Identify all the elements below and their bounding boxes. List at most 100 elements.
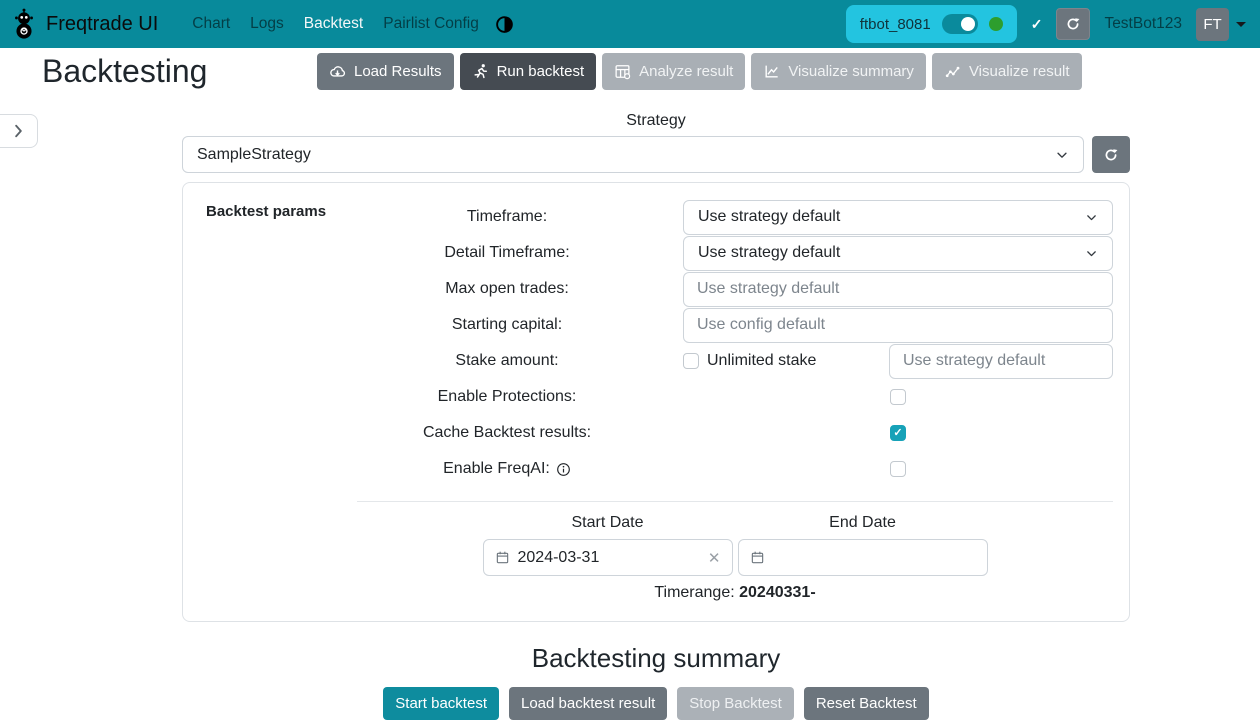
end-date-input[interactable]: [737, 539, 988, 576]
run-icon: [472, 63, 489, 80]
page-title: Backtesting: [42, 53, 208, 89]
run-backtest-label: Run backtest: [496, 63, 585, 80]
backtest-params-title: Backtest params: [206, 203, 327, 220]
table-analyze-icon: [614, 63, 631, 80]
summary-title: Backtesting summary: [531, 643, 781, 673]
detail-timeframe-value: Use strategy default: [698, 244, 841, 261]
chart-scatter-icon: [944, 63, 961, 80]
analyze-result-button: Analyze result: [602, 53, 746, 90]
nav-link-logs[interactable]: Logs: [250, 15, 284, 32]
connection-ok-icon: ✓: [1030, 15, 1043, 32]
visualize-summary-label: Visualize summary: [788, 63, 914, 80]
max-open-trades-label: Max open trades:: [445, 280, 569, 297]
sidebar-expand-button[interactable]: [0, 114, 38, 148]
bot-name: ftbot_8081: [859, 15, 931, 33]
visualize-result-label: Visualize result: [968, 63, 1070, 80]
start-date-input[interactable]: 2024-03-31 ✕: [482, 539, 733, 576]
timerange-line: Timerange: 20240331-: [357, 584, 1113, 602]
chart-line-icon: [763, 63, 780, 80]
load-backtest-result-button[interactable]: Load backtest result: [509, 687, 668, 720]
freqtrade-logo: [10, 8, 38, 40]
summary-buttons: Start backtest Load backtest result Stop…: [182, 687, 1130, 720]
cloud-download-icon: [329, 63, 346, 80]
load-results-button[interactable]: Load Results: [317, 53, 454, 90]
clear-start-date-icon[interactable]: ✕: [707, 549, 721, 567]
info-icon[interactable]: [556, 462, 571, 477]
start-backtest-button[interactable]: Start backtest: [383, 687, 499, 720]
max-open-trades-row: Max open trades:: [357, 271, 1113, 307]
starting-capital-label: Starting capital:: [451, 316, 563, 333]
bot-online-toggle[interactable]: [941, 14, 978, 34]
strategy-selected-value: SampleStrategy: [197, 145, 311, 163]
chevron-down-icon: [1085, 211, 1098, 224]
strategy-label: Strategy: [626, 112, 686, 129]
max-open-trades-input[interactable]: [683, 271, 1113, 307]
stake-amount-input[interactable]: [889, 343, 1113, 379]
timeframe-row: Timeframe: Use strategy default: [357, 199, 1113, 235]
visualize-result-button: Visualize result: [931, 53, 1082, 90]
starting-capital-row: Starting capital:: [357, 307, 1113, 343]
unlimited-stake-checkbox[interactable]: [683, 353, 699, 369]
nav-link-chart[interactable]: Chart: [192, 15, 231, 32]
main-area: Strategy SampleStrategy Backtest params: [52, 112, 1260, 720]
cache-results-checkbox[interactable]: [890, 425, 906, 441]
backtest-params-card: Backtest params Timeframe: Use strategy …: [182, 182, 1130, 622]
navbar: Freqtrade UI Chart Logs Backtest Pairlis…: [0, 0, 1260, 48]
cache-results-row: Cache Backtest results:: [357, 415, 1113, 451]
visualize-summary-button: Visualize summary: [751, 53, 926, 90]
enable-protections-checkbox[interactable]: [890, 389, 906, 405]
timeframe-select[interactable]: Use strategy default: [683, 199, 1113, 235]
detail-timeframe-label: Detail Timeframe:: [444, 244, 570, 261]
divider: [357, 501, 1113, 502]
timeframe-label: Timeframe:: [466, 208, 548, 225]
username-label: TestBot123: [1104, 15, 1182, 32]
bot-selector-button[interactable]: ftbot_8081: [845, 5, 1017, 43]
enable-freqai-checkbox[interactable]: [890, 461, 906, 477]
calendar-icon: [495, 550, 510, 565]
stake-amount-label: Stake amount:: [455, 352, 559, 369]
starting-capital-input[interactable]: [683, 307, 1113, 343]
refresh-icon: [1103, 147, 1119, 163]
unlimited-stake-label: Unlimited stake: [707, 352, 817, 369]
backtest-toolbar: Load Results Run backtest Analyze result: [317, 53, 1082, 90]
chevron-right-icon: [13, 124, 24, 138]
nav-links: Chart Logs Backtest Pairlist Config: [182, 15, 514, 34]
start-date-value: 2024-03-31: [517, 548, 600, 566]
enable-freqai-row: Enable FreqAI:: [357, 451, 1113, 487]
refresh-icon: [1065, 16, 1081, 32]
bot-status-dot: [988, 17, 1003, 31]
enable-freqai-label: Enable FreqAI:: [443, 460, 550, 477]
date-range-section: Start Date 2024-03-31: [357, 514, 1113, 576]
chevron-down-icon: [1236, 21, 1246, 27]
start-date-label: Start Date: [571, 514, 644, 531]
enable-protections-row: Enable Protections:: [357, 379, 1113, 415]
reload-bot-button[interactable]: [1056, 8, 1091, 40]
run-backtest-button[interactable]: Run backtest: [459, 53, 597, 90]
user-menu[interactable]: FT: [1196, 7, 1246, 41]
avatar: FT: [1196, 7, 1229, 41]
timeframe-value: Use strategy default: [698, 208, 841, 225]
load-results-label: Load Results: [354, 63, 442, 80]
stop-backtest-button: Stop Backtest: [677, 687, 794, 720]
chevron-down-icon: [1085, 247, 1098, 260]
stake-amount-row: Stake amount: Unlimited stake: [357, 343, 1113, 379]
cache-results-label: Cache Backtest results:: [422, 424, 592, 441]
strategy-select[interactable]: SampleStrategy: [182, 136, 1084, 173]
timerange-value: 20240331-: [739, 584, 816, 601]
calendar-icon: [750, 550, 765, 565]
brand-title: Freqtrade UI: [46, 12, 159, 35]
reset-backtest-button[interactable]: Reset Backtest: [803, 687, 929, 720]
refresh-strategies-button[interactable]: [1092, 136, 1130, 173]
end-date-label: End Date: [829, 514, 896, 531]
nav-link-backtest[interactable]: Backtest: [303, 15, 364, 32]
timerange-label: Timerange:: [654, 584, 735, 601]
detail-timeframe-select[interactable]: Use strategy default: [683, 235, 1113, 271]
enable-protections-label: Enable Protections:: [437, 388, 577, 405]
brand-link[interactable]: Freqtrade UI: [10, 8, 158, 40]
nav-link-pairlist-config[interactable]: Pairlist Config: [383, 15, 479, 32]
chevron-down-icon: [1055, 148, 1069, 162]
theme-toggle-icon[interactable]: [495, 15, 514, 34]
analyze-result-label: Analyze result: [639, 63, 734, 80]
detail-timeframe-row: Detail Timeframe: Use strategy default: [357, 235, 1113, 271]
navbar-right: ftbot_8081 ✓ TestBot123 FT: [845, 5, 1246, 43]
